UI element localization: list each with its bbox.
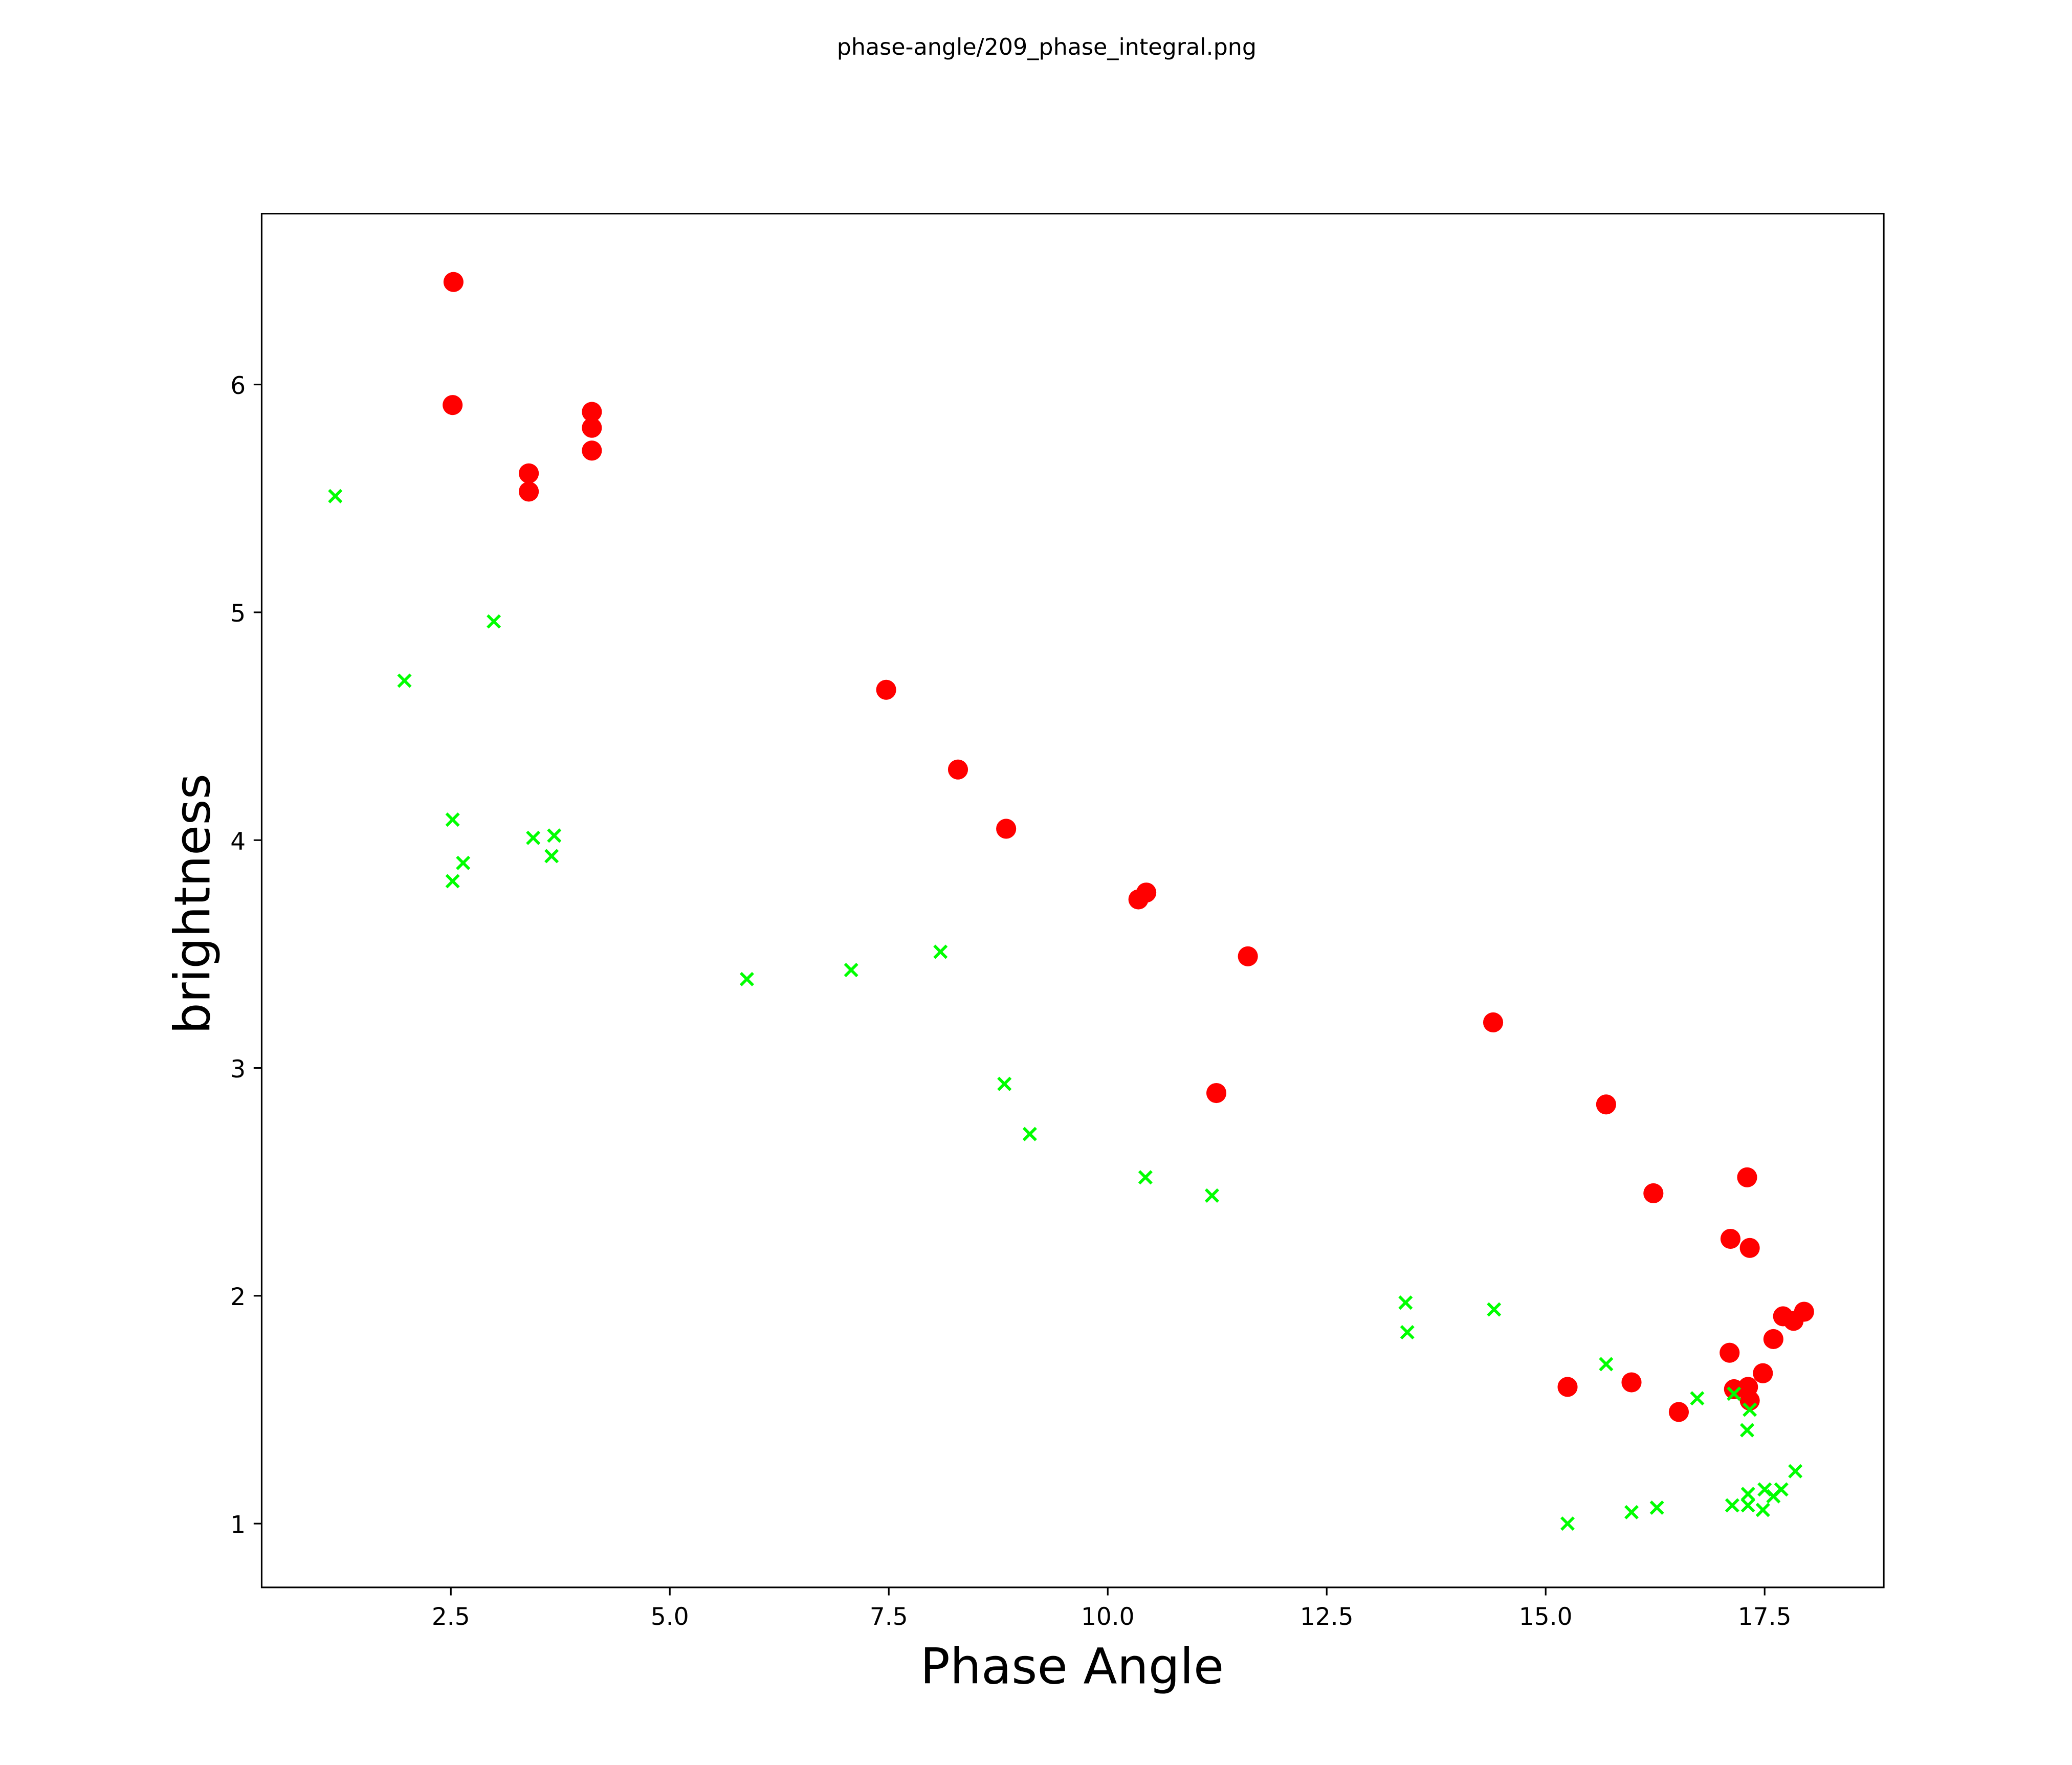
red-circle-point: [1557, 1377, 1578, 1397]
red-circle-point: [1763, 1329, 1783, 1350]
red-circle-point: [1596, 1094, 1616, 1115]
green-cross-point: [739, 972, 754, 986]
x-tick-label: 10.0: [1081, 1603, 1135, 1631]
green-cross-point: [547, 828, 562, 843]
green-cross-point: [1727, 1386, 1742, 1401]
y-tick-label: 5: [230, 600, 246, 628]
x-tick-label: 12.5: [1300, 1603, 1354, 1631]
green-cross-point: [1599, 1357, 1614, 1372]
y-tick-label: 2: [230, 1283, 246, 1311]
red-circle-point: [1238, 946, 1258, 966]
x-axis-label: Phase Angle: [920, 1638, 1224, 1695]
green-cross-point: [1560, 1516, 1575, 1531]
plot-marks: [328, 272, 1814, 1531]
y-tick-label: 3: [230, 1055, 246, 1084]
red-circle-point: [996, 819, 1017, 839]
green-cross-point: [1649, 1500, 1664, 1515]
green-cross-point: [1740, 1498, 1755, 1513]
red-circle-point: [1794, 1301, 1814, 1322]
green-cross-point: [933, 944, 948, 959]
red-circle-point: [1720, 1342, 1740, 1363]
green-cross-point: [1022, 1127, 1037, 1141]
green-cross-point: [1788, 1464, 1803, 1479]
plot-frame: [260, 213, 1885, 1588]
green-cross-point: [1740, 1487, 1755, 1502]
chart-title: phase-angle/209_phase_integral.png: [837, 34, 1257, 60]
y-axis-label: brightness: [164, 774, 222, 1034]
red-circle-point: [1737, 1167, 1757, 1187]
green-cross-point: [1487, 1302, 1502, 1317]
red-circle-point: [1483, 1012, 1504, 1033]
y-tick-label: 1: [230, 1511, 246, 1539]
green-cross-point: [844, 963, 858, 978]
green-cross-point: [1743, 1402, 1757, 1417]
green-cross-point: [328, 489, 343, 503]
green-cross-point: [1755, 1503, 1770, 1517]
red-circle-point: [1753, 1363, 1773, 1383]
red-circle-point: [582, 417, 602, 438]
green-cross-point: [456, 855, 471, 870]
green-cross-point: [1204, 1188, 1220, 1203]
red-circle-point: [443, 272, 464, 292]
red-circle-point: [1621, 1372, 1642, 1393]
red-circle-point: [443, 395, 463, 415]
green-cross-point: [487, 614, 501, 629]
green-cross-point: [445, 874, 460, 889]
red-circle-point: [1668, 1402, 1689, 1422]
red-circle-point: [582, 440, 602, 461]
green-cross-point: [1739, 1423, 1755, 1438]
green-cross-point: [997, 1076, 1012, 1091]
green-cross-point: [1725, 1498, 1739, 1513]
red-circle-point: [1720, 1228, 1741, 1249]
green-cross-point: [1398, 1295, 1413, 1310]
green-cross-point: [1774, 1482, 1789, 1497]
green-cross-point: [1690, 1391, 1705, 1406]
x-tick-label: 15.0: [1519, 1603, 1573, 1631]
green-cross-point: [1624, 1505, 1639, 1519]
x-tick-label: 2.5: [432, 1603, 470, 1631]
red-circle-point: [582, 402, 602, 422]
green-cross-point: [526, 830, 541, 845]
red-circle-point: [1643, 1183, 1664, 1204]
y-tick-label: 4: [230, 827, 246, 855]
red-circle-point: [519, 463, 539, 483]
red-circle-point: [1739, 1238, 1760, 1258]
x-tick-label: 17.5: [1738, 1603, 1792, 1631]
x-tick-label: 5.0: [651, 1603, 689, 1631]
red-circle-point: [876, 679, 896, 700]
green-cross-point: [1400, 1325, 1415, 1340]
red-circle-point: [1206, 1083, 1227, 1104]
red-circle-point: [1136, 882, 1157, 903]
green-cross-point: [544, 849, 559, 864]
green-cross-point: [1138, 1170, 1153, 1185]
green-cross-point: [397, 673, 412, 688]
x-tick-label: 7.5: [870, 1603, 908, 1631]
red-circle-point: [519, 481, 539, 502]
axis-ticks: 2.5 5.0 7.5 10.0 12.5 15.0 17.5 1 2 3 4 5 6: [230, 372, 1791, 1631]
green-cross-point: [445, 812, 460, 827]
y-tick-label: 6: [230, 372, 246, 400]
red-circle-point: [947, 759, 968, 780]
red-circle-point: [1739, 1391, 1760, 1411]
